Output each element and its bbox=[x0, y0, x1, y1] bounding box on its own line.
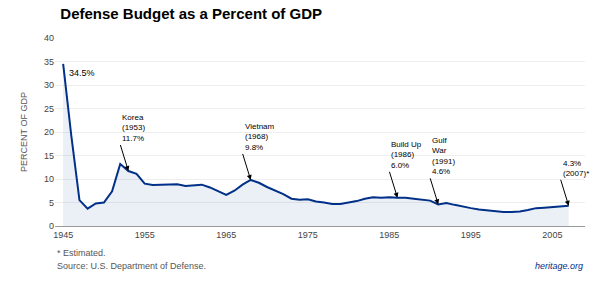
svg-text:4.3%(2007)*: 4.3%(2007)* bbox=[563, 159, 589, 178]
svg-text:heritage.org: heritage.org bbox=[535, 261, 583, 271]
svg-text:0: 0 bbox=[49, 221, 54, 231]
svg-text:2005: 2005 bbox=[542, 230, 562, 240]
svg-text:10: 10 bbox=[44, 174, 54, 184]
svg-text:1985: 1985 bbox=[379, 230, 399, 240]
svg-text:35: 35 bbox=[44, 57, 54, 67]
svg-text:20: 20 bbox=[44, 127, 54, 137]
svg-text:1975: 1975 bbox=[298, 230, 318, 240]
svg-text:PERCENT OF GDP: PERCENT OF GDP bbox=[19, 92, 29, 172]
svg-text:Defense Budget as a Percent of: Defense Budget as a Percent of GDP bbox=[60, 5, 322, 22]
svg-text:Korea(1953)11.7%: Korea(1953)11.7% bbox=[122, 113, 145, 143]
svg-text:* Estimated.: * Estimated. bbox=[57, 248, 106, 258]
svg-text:40: 40 bbox=[44, 33, 54, 43]
svg-text:Vietnam(1968)9.8%: Vietnam(1968)9.8% bbox=[245, 122, 275, 152]
svg-text:34.5%: 34.5% bbox=[69, 68, 95, 78]
svg-text:Build Up(1986)6.0%: Build Up(1986)6.0% bbox=[391, 140, 422, 170]
svg-text:5: 5 bbox=[49, 198, 54, 208]
svg-text:15: 15 bbox=[44, 151, 54, 161]
svg-text:1945: 1945 bbox=[53, 230, 73, 240]
svg-text:25: 25 bbox=[44, 104, 54, 114]
svg-text:30: 30 bbox=[44, 80, 54, 90]
svg-text:1965: 1965 bbox=[216, 230, 236, 240]
svg-text:1995: 1995 bbox=[461, 230, 481, 240]
svg-text:1955: 1955 bbox=[135, 230, 155, 240]
svg-text:GulfWar(1991)4.6%: GulfWar(1991)4.6% bbox=[432, 136, 455, 176]
svg-text:Source: U.S. Department of Def: Source: U.S. Department of Defense. bbox=[57, 261, 206, 271]
